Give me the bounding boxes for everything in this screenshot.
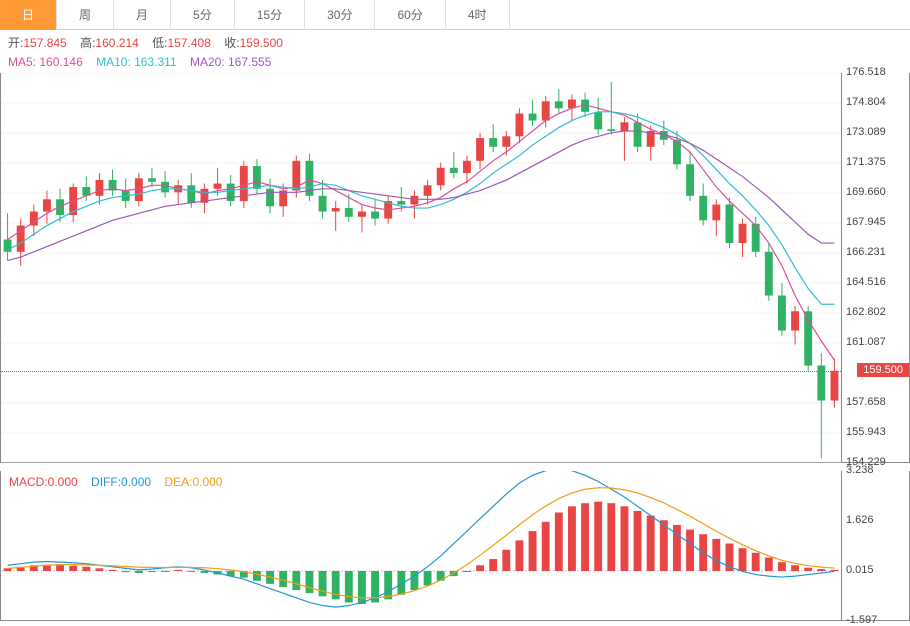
tab-60分[interactable]: 60分 [375,0,445,30]
price-axis: 176.518174.804173.089171.375169.660167.9… [841,73,909,462]
ytick: 167.945 [846,216,886,228]
ytick: 162.802 [846,306,886,318]
ma5-value: 160.146 [39,55,82,69]
tab-日[interactable]: 日 [0,0,57,30]
macd-ytick: 3.238 [846,464,874,476]
dea-label: DEA: [164,475,192,489]
ytick: 164.516 [846,276,886,288]
macd-ytick: 0.015 [846,564,874,576]
ma10-label: MA10: [96,55,131,69]
low-label: 低: [152,36,167,50]
current-price-label: 159.500 [857,363,909,377]
ytick: 176.518 [846,66,886,78]
ytick: 171.375 [846,156,886,168]
tab-5分[interactable]: 5分 [171,0,235,30]
macd-ytick: -1.597 [846,614,877,626]
candlestick-chart[interactable]: 176.518174.804173.089171.375169.660167.9… [0,73,910,463]
ytick: 155.943 [846,426,886,438]
ohlc-bar: 开:157.845 高:160.214 低:157.408 收:159.500 [0,30,910,55]
ytick: 169.660 [846,186,886,198]
ma5-label: MA5: [8,55,36,69]
timeframe-tabs: 日周月5分15分30分60分4时 [0,0,910,30]
high-label: 高: [80,36,95,50]
macd-ytick: 1.626 [846,514,874,526]
ma10-value: 163.311 [134,55,177,69]
tab-15分[interactable]: 15分 [235,0,305,30]
ytick: 166.231 [846,246,886,258]
diff-label: DIFF: [91,475,121,489]
open-value: 157.845 [23,36,66,50]
close-label: 收: [224,36,239,50]
current-price-line [1,371,841,372]
ytick: 157.658 [846,396,886,408]
macd-label: MACD: [9,475,48,489]
macd-axis: 3.2381.6260.015-1.597 [841,471,909,620]
ma-bar: MA5: 160.146 MA10: 163.311 MA20: 167.555 [0,55,910,73]
ma20-value: 167.555 [228,55,271,69]
tab-4时[interactable]: 4时 [446,0,510,30]
tab-月[interactable]: 月 [114,0,171,30]
macd-value: 0.000 [48,475,78,489]
macd-chart[interactable]: MACD:0.000 DIFF:0.000 DEA:0.000 3.2381.6… [0,471,910,621]
low-value: 157.408 [168,36,211,50]
macd-info: MACD:0.000 DIFF:0.000 DEA:0.000 [9,475,222,489]
high-value: 160.214 [95,36,138,50]
tab-30分[interactable]: 30分 [305,0,375,30]
ytick: 161.087 [846,336,886,348]
ma20-label: MA20: [190,55,225,69]
dea-value: 0.000 [192,475,222,489]
ytick: 173.089 [846,126,886,138]
open-label: 开: [8,36,23,50]
diff-value: 0.000 [121,475,151,489]
tab-周[interactable]: 周 [57,0,114,30]
ytick: 174.804 [846,96,886,108]
close-value: 159.500 [240,36,283,50]
